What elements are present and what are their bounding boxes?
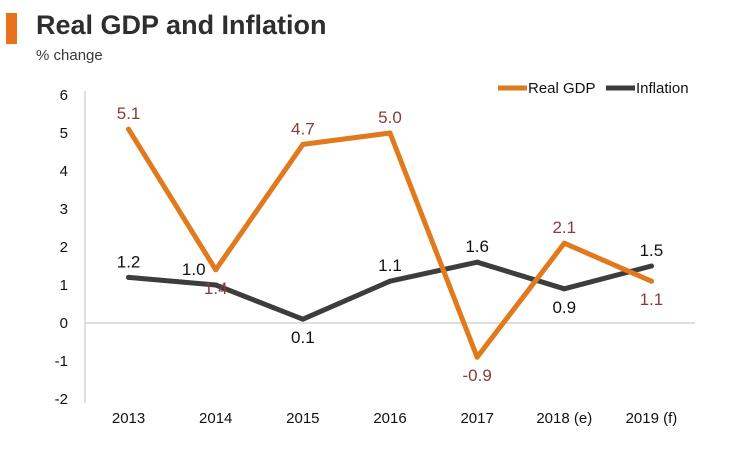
- inflation-data-label: 1.0: [182, 260, 206, 279]
- x-tick-label: 2014: [199, 410, 232, 427]
- inflation-data-label: 1.2: [117, 252, 141, 271]
- chart-title: Real GDP and Inflation: [36, 10, 327, 40]
- inflation-data-label: 1.5: [640, 241, 664, 260]
- inflation-point: [474, 259, 480, 265]
- x-tick-label: 2016: [373, 410, 406, 427]
- y-tick-label: -1: [55, 353, 68, 370]
- inflation-data-label: 0.1: [291, 328, 315, 347]
- real-gdp-data-label: 5.1: [117, 104, 141, 123]
- inflation-point: [126, 274, 132, 280]
- real-gdp-point: [387, 130, 393, 136]
- inflation-point: [213, 282, 219, 288]
- inflation-data-label: 1.6: [465, 237, 489, 256]
- y-tick-label: 0: [60, 315, 68, 332]
- real-gdp-data-label: 1.1: [640, 290, 664, 309]
- y-tick-label: -2: [55, 391, 68, 408]
- real-gdp-point: [126, 126, 132, 132]
- legend-label-real-gdp: Real GDP: [528, 80, 596, 97]
- legend-label-inflation: Inflation: [636, 80, 689, 97]
- y-tick-label: 5: [60, 125, 68, 142]
- x-tick-label: 2017: [460, 410, 493, 427]
- x-tick-label: 2015: [286, 410, 319, 427]
- real-gdp-point: [474, 354, 480, 360]
- inflation-data-label: 1.1: [378, 256, 402, 275]
- x-tick-label: 2019 (f): [626, 410, 678, 427]
- real-gdp-point: [561, 240, 567, 246]
- real-gdp-data-label: 1.4: [204, 279, 228, 298]
- y-tick-label: 2: [60, 239, 68, 256]
- inflation-data-label: 0.9: [552, 298, 576, 317]
- title-accent-bar: [6, 13, 17, 44]
- real-gdp-point: [648, 278, 654, 284]
- y-tick-label: 1: [60, 277, 68, 294]
- inflation-point: [300, 316, 306, 322]
- real-gdp-data-label: 4.7: [291, 119, 315, 138]
- x-tick-label: 2018 (e): [536, 410, 592, 427]
- inflation-point: [561, 286, 567, 292]
- inflation-point: [648, 263, 654, 269]
- y-tick-label: 6: [60, 87, 68, 104]
- real-gdp-data-label: 5.0: [378, 108, 402, 127]
- y-tick-label: 4: [60, 163, 68, 180]
- real-gdp-data-label: 2.1: [552, 218, 576, 237]
- real-gdp-point: [300, 141, 306, 147]
- inflation-point: [387, 278, 393, 284]
- real-gdp-data-label: -0.9: [462, 366, 491, 385]
- y-tick-label: 3: [60, 201, 68, 218]
- chart-subtitle: % change: [36, 47, 103, 64]
- x-tick-label: 2013: [112, 410, 145, 427]
- real-gdp-point: [213, 267, 219, 273]
